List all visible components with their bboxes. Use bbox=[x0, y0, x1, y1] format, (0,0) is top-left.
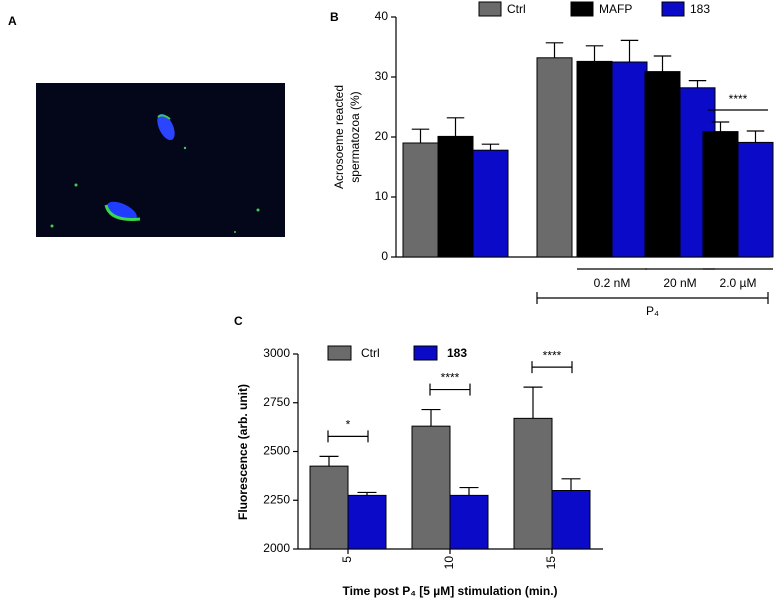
y-axis-label: Acrosoeme reacted spermatozoa (%) bbox=[332, 85, 362, 189]
bar bbox=[449, 494, 489, 550]
legend-swatch bbox=[327, 345, 352, 361]
error-bar bbox=[746, 130, 765, 143]
x-tick-label: 15 bbox=[544, 556, 558, 570]
y-tick-label: 0 bbox=[381, 249, 388, 263]
bar bbox=[437, 135, 474, 258]
bar bbox=[411, 425, 451, 550]
bar bbox=[702, 131, 739, 258]
y-axis-label-line: Acrosoeme reacted bbox=[332, 85, 346, 189]
bar bbox=[576, 60, 613, 258]
legend-label: 183 bbox=[690, 2, 710, 16]
error-bar bbox=[711, 121, 730, 132]
x-tick-label: 10 bbox=[442, 556, 456, 570]
bar bbox=[402, 142, 439, 258]
y-tick-label: 40 bbox=[375, 9, 389, 23]
x-tick-label: 0.2 nM bbox=[594, 276, 631, 290]
legend-swatch bbox=[478, 1, 502, 17]
bar bbox=[309, 465, 349, 550]
legend-swatch bbox=[570, 1, 594, 17]
x-tick-label: 5 bbox=[340, 556, 354, 563]
legend-label: Ctrl bbox=[507, 2, 526, 16]
bar bbox=[737, 141, 774, 258]
error-bar bbox=[585, 45, 604, 62]
y-tick-label: 2500 bbox=[263, 444, 290, 458]
error-bar bbox=[688, 79, 707, 88]
y-tick-label: 30 bbox=[375, 69, 389, 83]
y-tick-label: 2250 bbox=[263, 492, 290, 506]
panel-label: B bbox=[330, 10, 339, 24]
error-bar bbox=[620, 39, 639, 62]
x-tick-label: 2.0 µM bbox=[720, 276, 757, 290]
panel-label: C bbox=[234, 314, 243, 328]
significance: **** bbox=[543, 348, 562, 362]
error-bar bbox=[459, 486, 479, 496]
bar bbox=[611, 61, 648, 258]
bar bbox=[644, 71, 681, 258]
error-bar bbox=[411, 128, 430, 143]
error-bar bbox=[481, 143, 500, 151]
y-axis-label-line: spermatozoa (%) bbox=[348, 91, 362, 182]
error-bar bbox=[545, 42, 564, 58]
error-bar bbox=[446, 117, 465, 137]
legend-label: MAFP bbox=[599, 2, 632, 16]
x-tick-label: 20 nM bbox=[663, 276, 696, 290]
legend-label: Ctrl bbox=[361, 346, 380, 360]
bar bbox=[347, 494, 387, 550]
y-tick-label: 2750 bbox=[263, 395, 290, 409]
y-tick-label: 20 bbox=[375, 129, 389, 143]
error-bar bbox=[653, 55, 672, 72]
legend-label: 183 bbox=[447, 346, 467, 360]
significance: **** bbox=[441, 371, 460, 385]
y-axis-label: Fluorescence (arb. unit) bbox=[236, 384, 250, 520]
bar bbox=[472, 149, 509, 258]
error-bar bbox=[421, 408, 441, 427]
error-bar bbox=[319, 455, 339, 467]
bar bbox=[551, 490, 591, 550]
y-tick-label: 2000 bbox=[263, 541, 290, 555]
y-tick-label: 10 bbox=[375, 189, 389, 203]
group-label: P₄ bbox=[646, 304, 659, 318]
error-bar bbox=[523, 386, 543, 419]
x-axis-label: Time post P₄ [5 µM] stimulation (min.) bbox=[342, 584, 557, 598]
bar bbox=[513, 417, 553, 550]
significance: **** bbox=[729, 92, 748, 106]
error-bar bbox=[561, 478, 581, 491]
legend-swatch bbox=[413, 345, 438, 361]
y-tick-label: 3000 bbox=[263, 346, 290, 360]
significance: * bbox=[346, 418, 351, 432]
panel-label: A bbox=[8, 14, 17, 28]
micrograph bbox=[36, 83, 285, 237]
bar bbox=[536, 57, 573, 258]
legend-swatch bbox=[661, 1, 685, 17]
